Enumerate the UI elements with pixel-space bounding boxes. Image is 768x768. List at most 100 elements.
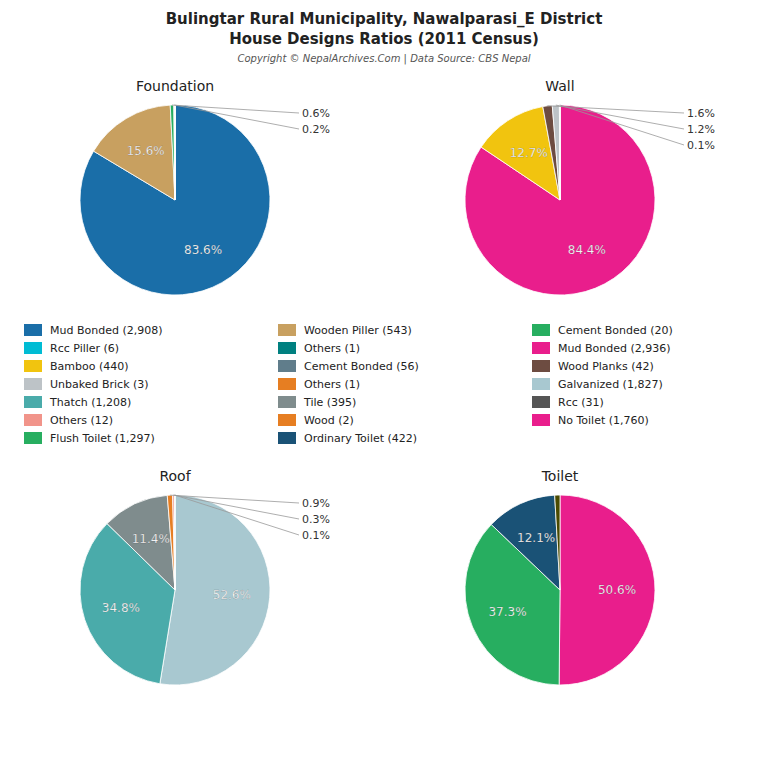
leader-line [174,495,299,519]
legend-swatch [24,378,42,390]
legend-entry: Tile (395) [303,396,356,409]
legend-swatch [532,324,550,336]
legend-entry: Rcc (31) [558,396,604,409]
data-label: 12.1% [517,531,555,545]
legend-swatch [532,342,550,354]
data-label: 15.6% [127,144,165,158]
legend-swatch [278,396,296,408]
legend-swatch [278,324,296,336]
slice [560,105,561,200]
chart: Bulingtar Rural Municipality, Nawalparas… [0,0,768,768]
leader-line [556,105,684,129]
data-label: 0.2% [302,123,330,136]
pie: Foundation 83.6% 15.6% 0.6% 0.2% [80,78,330,295]
legend-swatch [278,432,296,444]
pie-title: Foundation [136,78,214,94]
legend-swatch [24,432,42,444]
pie: Roof 52.6% 34.8% 11.4% 0.9% 0.3% 0.1% [80,468,330,685]
slice [175,105,176,200]
legend-swatch [24,396,42,408]
legend-entry: Thatch (1,208) [49,396,131,409]
legend-swatch [24,324,42,336]
slice [174,495,176,590]
slice [552,105,560,200]
legend-entry: Galvanized (1,827) [558,378,663,391]
legend-entry: Others (1) [304,378,360,391]
legend-swatch [532,414,550,426]
legend-swatch [24,414,42,426]
pie-title: Roof [159,468,191,484]
data-label: 1.2% [687,123,715,136]
slices [465,495,655,685]
slices [465,105,655,295]
data-label: 52.6% [213,588,251,602]
legend: Mud Bonded (2,908)Rcc Piller (6)Bamboo (… [24,324,673,445]
data-label: 84.4% [568,243,606,257]
legend-entry: Bamboo (440) [50,360,129,373]
legend-swatch [24,360,42,372]
legend-entry: Unbaked Brick (3) [50,378,149,391]
leader-line [172,105,299,113]
legend-swatch [532,396,550,408]
legend-entry: Wood Planks (42) [558,360,654,373]
slice [560,105,561,200]
data-label: 12.7% [510,146,548,160]
legend-entry: No Toilet (1,760) [558,414,649,427]
legend-entry: Cement Bonded (20) [558,324,673,337]
data-label: 83.6% [184,243,222,257]
slices [80,495,270,685]
legend-swatch [278,342,296,354]
slice [160,495,270,685]
legend-entry: Cement Bonded (56) [304,360,419,373]
legend-swatch [278,378,296,390]
legend-entry: Wood (2) [304,414,354,427]
legend-entry: Rcc Piller (6) [50,342,119,355]
legend-entry: Others (12) [50,414,113,427]
legend-swatch [532,360,550,372]
pie: Toilet 50.6% 37.3% 12.1% [465,468,655,685]
leader-line [170,495,299,503]
pie: Wall84.4%12.7%1.6%1.2%0.1% [465,78,715,295]
data-label: 0.6% [302,107,330,120]
slice [465,105,655,295]
leader-line [175,495,299,535]
annotation: Copyright © NepalArchives.Com | Data Sou… [237,53,530,65]
subtitle: House Designs Ratios (2011 Census) [229,30,539,48]
slice [175,495,176,590]
data-label: 1.6% [687,107,715,120]
legend-entry: Mud Bonded (2,936) [558,342,671,355]
leader-line [174,105,299,129]
data-label: 0.1% [302,529,330,542]
slices [80,105,270,295]
slice [559,495,655,685]
data-label: 0.9% [302,497,330,510]
legend-swatch [278,360,296,372]
slice [174,105,175,200]
data-label: 0.1% [687,139,715,152]
data-label: 34.8% [102,601,140,615]
legend-swatch [24,342,42,354]
slice [94,105,175,200]
pie-title: Toilet [541,468,579,484]
data-label: 37.3% [488,605,526,619]
legend-entry: Wooden Piller (543) [304,324,412,337]
slice [80,105,270,295]
data-label: 11.4% [132,532,170,546]
leader-line [560,105,684,145]
legend-swatch [278,414,296,426]
legend-entry: Others (1) [304,342,360,355]
slice [175,105,176,200]
slice [491,495,560,590]
data-label: 0.3% [302,513,330,526]
slice [175,105,176,200]
data-label: 50.6% [598,583,636,597]
slice [173,495,175,590]
slice [170,105,175,200]
legend-entry: Ordinary Toilet (422) [304,432,417,445]
leader-line [548,106,684,113]
slice [555,495,560,590]
legend-entry: Flush Toilet (1,297) [50,432,155,445]
title: Bulingtar Rural Municipality, Nawalparas… [166,10,603,28]
slice [559,105,561,200]
legend-swatch [532,378,550,390]
